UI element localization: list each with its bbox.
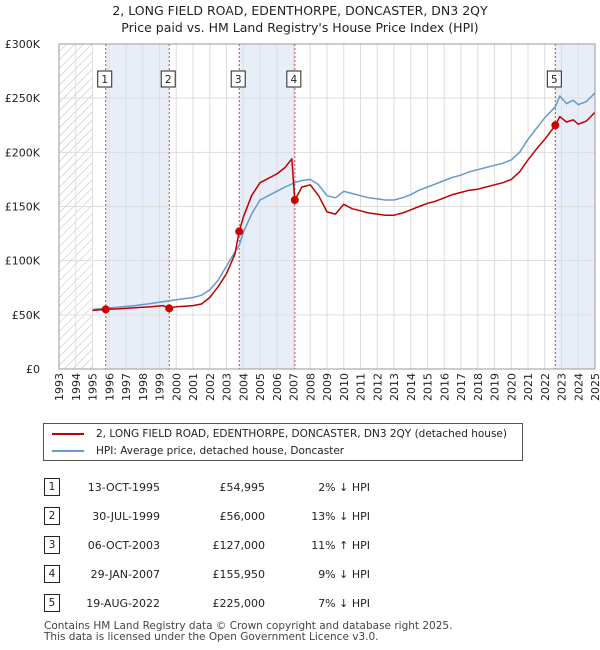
y-tick-label: £150K: [5, 201, 41, 214]
x-tick-label: 2003: [221, 373, 234, 401]
sale-label-box: [160, 70, 176, 88]
legend: 2, LONG FIELD ROAD, EDENTHORPE, DONCASTE…: [43, 423, 523, 461]
sale-hpi-diff: 9% ↓ HPI: [318, 568, 370, 581]
x-tick-label: 1995: [87, 373, 100, 401]
sale-number-badge: 5: [44, 594, 60, 612]
chart-title: 2, LONG FIELD ROAD, EDENTHORPE, DONCASTE…: [112, 3, 488, 18]
x-tick-label: 1999: [154, 373, 167, 401]
y-tick-label: £300K: [5, 38, 41, 51]
sale-price: £155,950: [212, 568, 266, 581]
sale-label-box: [97, 70, 113, 88]
sale-date: 29-JAN-2007: [90, 568, 160, 581]
legend-item-property: 2, LONG FIELD ROAD, EDENTHORPE, DONCASTE…: [52, 426, 507, 442]
x-tick-label: 2018: [472, 373, 485, 401]
x-tick-label: 2019: [489, 373, 502, 401]
property-price-line: [92, 111, 596, 312]
x-tick-label: 2022: [539, 373, 552, 401]
x-tick-label: 2024: [572, 373, 585, 401]
x-tick-label: 2005: [254, 373, 267, 401]
legend-swatch-property: [52, 433, 84, 435]
sale-label-box: [546, 70, 562, 88]
sale-price: £54,995: [219, 481, 266, 494]
footer-licence: This data is licensed under the Open Gov…: [44, 631, 379, 643]
sale-number-badge: 4: [44, 565, 60, 583]
sale-label-text: 3: [235, 74, 242, 86]
sale-hpi-diff: 2% ↓ HPI: [318, 481, 370, 494]
legend-label-property: 2, LONG FIELD ROAD, EDENTHORPE, DONCASTE…: [96, 428, 507, 440]
x-tick-label: 2000: [170, 373, 183, 401]
x-tick-label: 1994: [70, 373, 83, 401]
x-tick-label: 2010: [338, 373, 351, 401]
x-tick-label: 2011: [355, 373, 368, 401]
y-tick-label: £250K: [5, 92, 41, 105]
legend-swatch-hpi: [52, 450, 84, 452]
chart-subtitle: Price paid vs. HM Land Registry's House …: [121, 20, 479, 35]
sale-point: [551, 121, 560, 130]
sale-hpi-diff: 13% ↓ HPI: [311, 510, 370, 523]
table-row: 3 06-OCT-2003 £127,000 11% ↑ HPI: [0, 536, 600, 556]
sale-point: [165, 304, 174, 313]
plot-frame: [58, 43, 596, 370]
sale-price: £225,000: [212, 597, 266, 610]
x-tick-label: 2021: [522, 373, 535, 401]
sale-label-text: 1: [101, 74, 108, 86]
sale-date: 13-OCT-1995: [87, 481, 160, 494]
y-tick-label: £0: [26, 363, 40, 376]
x-tick-label: 2009: [321, 373, 334, 401]
y-tick-label: £200K: [5, 146, 41, 159]
sale-price: £127,000: [212, 539, 266, 552]
x-tick-label: 2013: [388, 373, 401, 401]
x-tick-label: 2014: [405, 373, 418, 401]
table-row: 4 29-JAN-2007 £155,950 9% ↓ HPI: [0, 565, 600, 585]
table-row: 2 30-JUL-1999 £56,000 13% ↓ HPI: [0, 507, 600, 527]
x-tick-label: 2008: [304, 373, 317, 401]
legend-label-hpi: HPI: Average price, detached house, Donc…: [96, 445, 345, 457]
sale-date: 30-JUL-1999: [92, 510, 160, 523]
x-tick-label: 1996: [103, 373, 116, 401]
sale-label-text: 4: [290, 74, 297, 86]
sale-point: [290, 196, 299, 205]
price-chart: 1 2 3 4 5 £0 £50K £100K £150K £200K £250K £300K 199…: [5, 38, 600, 401]
x-tick-label: 1998: [137, 373, 150, 401]
sale-date: 19-AUG-2022: [86, 597, 160, 610]
y-tick-label: £100K: [5, 255, 41, 268]
x-tick-label: 2012: [371, 373, 384, 401]
x-tick-label: 2007: [288, 373, 301, 401]
x-tick-label: 2001: [187, 373, 200, 401]
table-row: 1 13-OCT-1995 £54,995 2% ↓ HPI: [0, 478, 600, 498]
x-tick-label: 1997: [120, 373, 133, 401]
x-tick-label: 1993: [53, 373, 66, 401]
sale-number-badge: 2: [44, 507, 60, 525]
x-tick-label: 2016: [438, 373, 451, 401]
sale-label-box: [230, 70, 246, 88]
sale-date: 06-OCT-2003: [87, 539, 160, 552]
x-tick-label: 2015: [422, 373, 435, 401]
x-tick-label: 2020: [505, 373, 518, 401]
sale-number-badge: 3: [44, 536, 60, 554]
sale-price: £56,000: [219, 510, 266, 523]
sale-point: [101, 305, 110, 314]
x-tick-label: 2002: [204, 373, 217, 401]
x-tick-label: 2004: [237, 373, 250, 401]
table-row: 5 19-AUG-2022 £225,000 7% ↓ HPI: [0, 594, 600, 614]
x-tick-label: 2025: [589, 373, 600, 401]
x-tick-label: 2017: [455, 373, 468, 401]
sale-label-text: 5: [551, 74, 558, 86]
sale-label-text: 2: [165, 74, 172, 86]
x-tick-label: 2023: [556, 373, 569, 401]
x-tick-label: 2006: [271, 373, 284, 401]
sale-hpi-diff: 7% ↓ HPI: [318, 597, 370, 610]
y-tick-label: £50K: [12, 309, 41, 322]
sale-label-box: [286, 70, 302, 88]
legend-item-hpi: HPI: Average price, detached house, Donc…: [52, 443, 344, 459]
sale-hpi-diff: 11% ↑ HPI: [311, 539, 370, 552]
sale-point: [235, 227, 244, 236]
hpi-line: [92, 92, 596, 311]
sale-number-badge: 1: [44, 478, 60, 496]
footer-copyright: Contains HM Land Registry data © Crown c…: [44, 620, 453, 632]
